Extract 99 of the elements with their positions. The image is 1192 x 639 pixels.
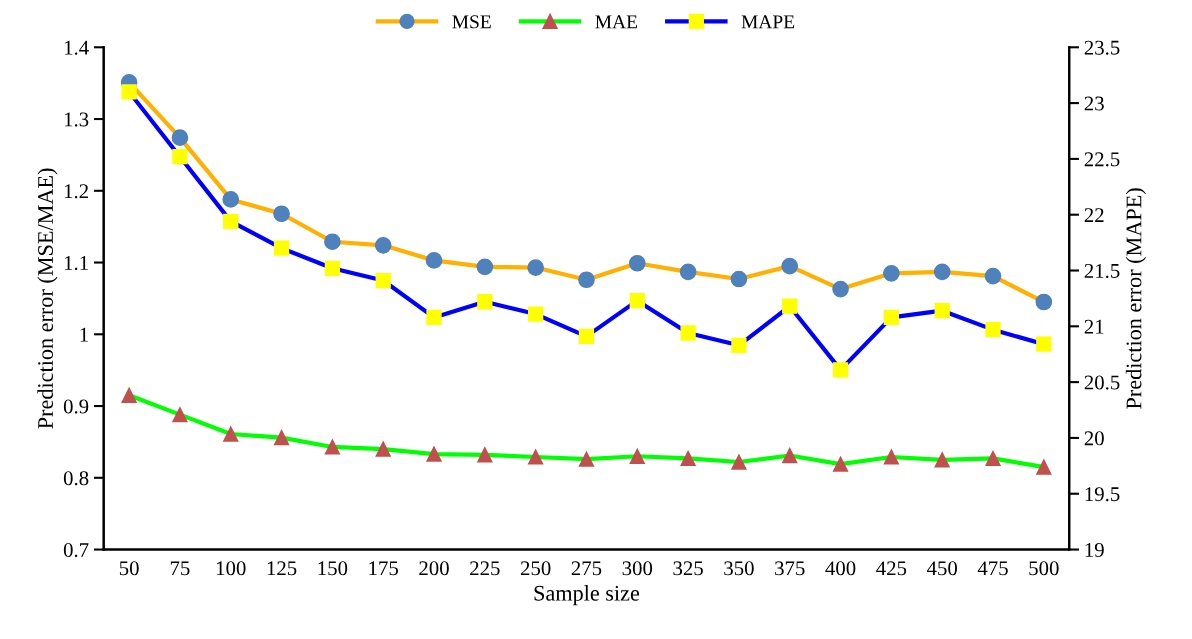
point <box>426 446 442 462</box>
point <box>984 267 1002 285</box>
point <box>782 447 798 464</box>
point <box>426 309 442 326</box>
point <box>731 454 747 470</box>
x-tick-label: 475 <box>977 561 1008 576</box>
point <box>324 439 341 455</box>
x-tick-label: 425 <box>876 561 907 576</box>
point <box>883 449 900 465</box>
point <box>528 306 544 322</box>
point <box>934 452 950 468</box>
point <box>629 448 645 464</box>
point <box>680 450 696 467</box>
x-tick-label: 350 <box>724 561 754 576</box>
point <box>172 407 188 423</box>
point <box>527 259 544 276</box>
point <box>578 328 595 345</box>
y2-tick-label: 21.5 <box>1084 263 1120 279</box>
legend-label: MAPE <box>741 15 795 29</box>
point <box>628 254 646 272</box>
point <box>832 456 849 472</box>
legend-label: MSE <box>452 15 491 29</box>
point <box>121 84 137 100</box>
y-tick-label: 1 <box>80 327 88 342</box>
point <box>985 322 1001 338</box>
y2-tick-label: 21 <box>1084 319 1104 334</box>
point <box>425 252 443 269</box>
point <box>223 426 239 442</box>
x-tick-label: 100 <box>216 561 246 576</box>
y-tick-label: 0.7 <box>63 542 89 558</box>
point <box>883 264 900 282</box>
point <box>781 257 799 275</box>
point <box>730 270 748 288</box>
point <box>578 271 595 289</box>
point <box>223 213 239 230</box>
point <box>680 325 696 341</box>
x-tick-label: 250 <box>520 561 551 576</box>
point <box>375 272 391 289</box>
y-tick-label: 1.1 <box>64 256 88 271</box>
point <box>375 441 391 457</box>
y2-tick-label: 20 <box>1084 431 1104 446</box>
point <box>477 447 493 463</box>
x-tick-label: 375 <box>775 561 805 576</box>
x-tick-label: 500 <box>1029 561 1059 576</box>
point <box>374 236 392 254</box>
point <box>121 387 137 403</box>
point <box>934 303 950 319</box>
y-tick-label: 0.8 <box>63 471 89 486</box>
y2-tick-label: 23.5 <box>1084 40 1120 55</box>
point <box>832 280 849 298</box>
y2-tick-label: 23 <box>1084 96 1104 111</box>
x-tick-label: 325 <box>673 561 703 576</box>
point <box>172 149 188 165</box>
point <box>832 362 849 378</box>
x-tick-label: 150 <box>318 561 348 576</box>
x-tick-label: 300 <box>622 561 653 576</box>
point <box>578 451 595 467</box>
point <box>782 298 798 314</box>
point <box>171 129 189 147</box>
y-tick-label: 0.9 <box>63 399 89 414</box>
x-tick-label: 400 <box>825 561 856 576</box>
y-tick-label: 1.4 <box>64 40 89 55</box>
y2-axis-title: Prediction error (MAPE) <box>1125 188 1146 409</box>
x-axis-title: Sample size <box>534 585 640 606</box>
y2-tick-label: 19.5 <box>1085 487 1120 502</box>
point <box>528 449 544 465</box>
point <box>273 205 290 223</box>
x-tick-label: 200 <box>419 561 449 576</box>
point <box>933 263 951 281</box>
point <box>477 294 493 310</box>
y2-tick-label: 20.5 <box>1084 375 1120 390</box>
point <box>883 309 900 326</box>
x-tick-label: 175 <box>369 561 399 576</box>
x-tick-label: 225 <box>470 561 500 576</box>
point <box>629 293 645 309</box>
legend-label: MAE <box>595 15 638 29</box>
x-tick-label: 450 <box>926 561 958 576</box>
point <box>324 233 341 251</box>
point <box>1036 336 1052 352</box>
point <box>324 260 341 276</box>
point <box>679 263 697 281</box>
point <box>985 450 1001 467</box>
point <box>273 240 290 256</box>
y-tick-label: 1.2 <box>64 184 88 199</box>
y2-tick-label: 19 <box>1085 542 1104 557</box>
y-tick-label: 1.3 <box>64 112 89 127</box>
x-tick-label: 125 <box>267 561 297 576</box>
y2-tick-label: 22 <box>1084 208 1104 222</box>
y2-tick-label: 22.5 <box>1084 152 1120 167</box>
x-tick-label: 50 <box>119 561 139 576</box>
y-axis-title: Prediction error (MSE/MAE) <box>37 168 58 429</box>
point <box>222 191 240 208</box>
point <box>476 258 494 276</box>
point <box>731 337 747 353</box>
point <box>1036 459 1052 475</box>
point <box>273 429 290 446</box>
point <box>1035 293 1053 311</box>
x-tick-label: 275 <box>571 561 602 576</box>
x-tick-label: 75 <box>170 561 190 576</box>
